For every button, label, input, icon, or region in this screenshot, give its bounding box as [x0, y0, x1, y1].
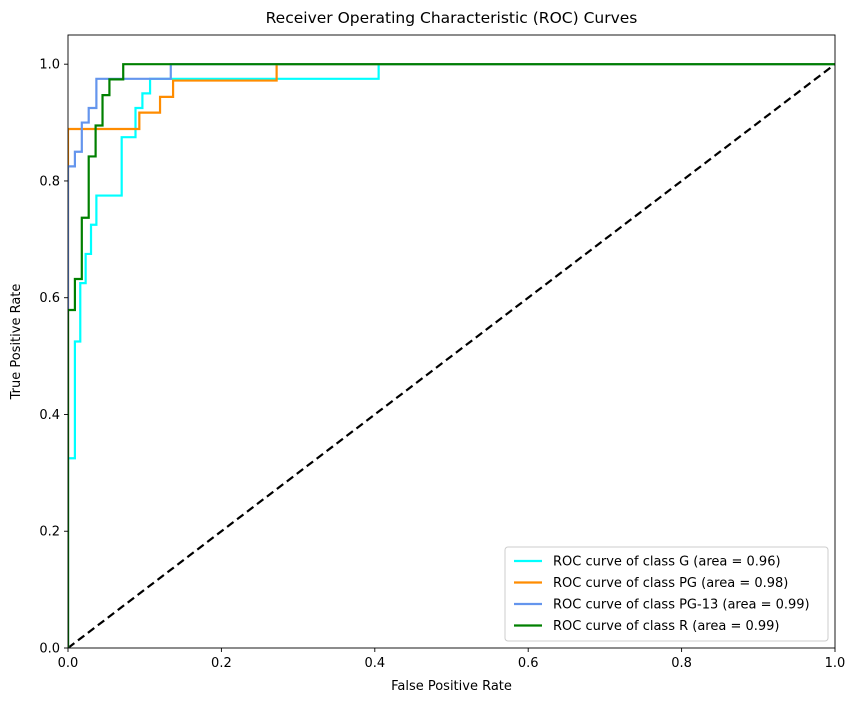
x-tick-label: 0.4	[364, 656, 385, 671]
y-tick-label: 0.6	[39, 291, 60, 306]
chart-title: Receiver Operating Characteristic (ROC) …	[266, 9, 638, 27]
x-axis-ticks: 0.0 0.2 0.4 0.6 0.8 1.0	[58, 648, 846, 671]
x-tick-label: 0.8	[671, 656, 692, 671]
y-tick-label: 1.0	[39, 58, 60, 73]
y-axis-label: True Positive Rate	[9, 284, 24, 401]
roc-series-line-3	[68, 63, 835, 648]
y-tick-label: 0.0	[39, 642, 60, 657]
x-tick-label: 0.0	[58, 656, 79, 671]
x-tick-label: 0.2	[211, 656, 232, 671]
legend: ROC curve of class G (area = 0.96) ROC cu…	[504, 546, 829, 642]
legend-box	[504, 546, 829, 642]
y-tick-label: 0.8	[39, 174, 60, 189]
y-axis-ticks: 0.0 0.2 0.4 0.6 0.8 1.0	[39, 58, 68, 657]
legend-entry-2: ROC curve of class PG-13 (area = 0.99)	[553, 598, 810, 613]
x-tick-label: 0.6	[518, 656, 539, 671]
legend-entry-1: ROC curve of class PG (area = 0.98)	[553, 576, 788, 591]
legend-entry-3: ROC curve of class R (area = 0.99)	[553, 619, 780, 634]
x-axis-label: False Positive Rate	[391, 679, 512, 694]
roc-series-line-0	[68, 63, 835, 648]
x-tick-label: 1.0	[825, 656, 846, 671]
y-tick-label: 0.2	[39, 525, 60, 540]
y-tick-label: 0.4	[39, 408, 60, 423]
diagonal-reference-line	[68, 63, 835, 648]
roc-series-line-1	[68, 63, 835, 648]
plot-area	[67, 34, 836, 649]
axes-frame	[67, 34, 836, 649]
roc-series-line-2	[68, 63, 835, 648]
legend-entry-0: ROC curve of class G (area = 0.96)	[553, 555, 781, 570]
